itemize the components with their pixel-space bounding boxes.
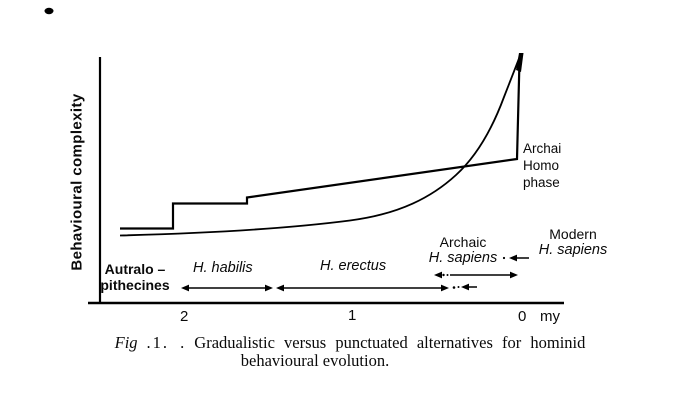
modern-sapiens-label: Modern H. sapiens [529, 226, 617, 258]
label-line: Archaic [439, 234, 487, 250]
arrowhead-right-icon [265, 284, 273, 292]
arrowhead-right-icon [441, 284, 449, 292]
caption-fig-word: Fig [114, 333, 138, 352]
label-line: H. sapiens [538, 241, 608, 258]
scan-speck [44, 7, 54, 15]
caption-fig-number: .1. . [146, 333, 187, 352]
arrowhead-left-icon [461, 283, 469, 291]
archaic-sapiens-label: Archaic H. sapiens [417, 234, 509, 266]
h-erectus-label: H. erectus [320, 258, 387, 274]
annotation-line: Homo [523, 158, 560, 173]
x-tick-0: 0 [518, 308, 527, 325]
figure-caption-line1: Fig .1. . Gradualistic versus punctuated a… [80, 333, 620, 353]
scan-dot [446, 274, 449, 276]
caption-text: Gradualistic versus punctuated alternati… [194, 333, 586, 352]
arrowhead-left-icon [181, 284, 189, 292]
x-axis-unit-label: my [540, 308, 560, 325]
x-tick-2: 2 [180, 308, 189, 325]
label-line: pithecines [100, 277, 170, 293]
scan-dot [457, 286, 460, 288]
step-curve-top-blob [516, 53, 524, 72]
y-axis-label: Behavioural complexity [68, 93, 86, 271]
h-habilis-label: H. habilis [193, 260, 253, 276]
archaic-homo-phase-annotation: Archai Homo phase [523, 140, 561, 191]
annotation-line: Archai [523, 141, 562, 156]
australopithecines-label: Autralo – pithecines [88, 261, 182, 293]
scan-dot [452, 286, 456, 289]
annotation-line: phase [523, 175, 560, 190]
gradualistic-curve [119, 55, 521, 237]
scan-dot [502, 256, 506, 260]
arrowhead-right-icon [510, 271, 518, 279]
label-line: Modern [549, 226, 597, 242]
arrowhead-left-icon [434, 271, 442, 279]
punctuated-step-curve [120, 59, 521, 230]
label-line: H. sapiens [428, 249, 498, 266]
label-line: Autralo – [104, 261, 166, 277]
figure-caption-line2: behavioural evolution. [240, 351, 390, 370]
arrowhead-left-icon [509, 254, 517, 262]
x-tick-1: 1 [348, 307, 357, 324]
arrowhead-left-icon [276, 284, 284, 292]
scan-dot [442, 273, 445, 277]
